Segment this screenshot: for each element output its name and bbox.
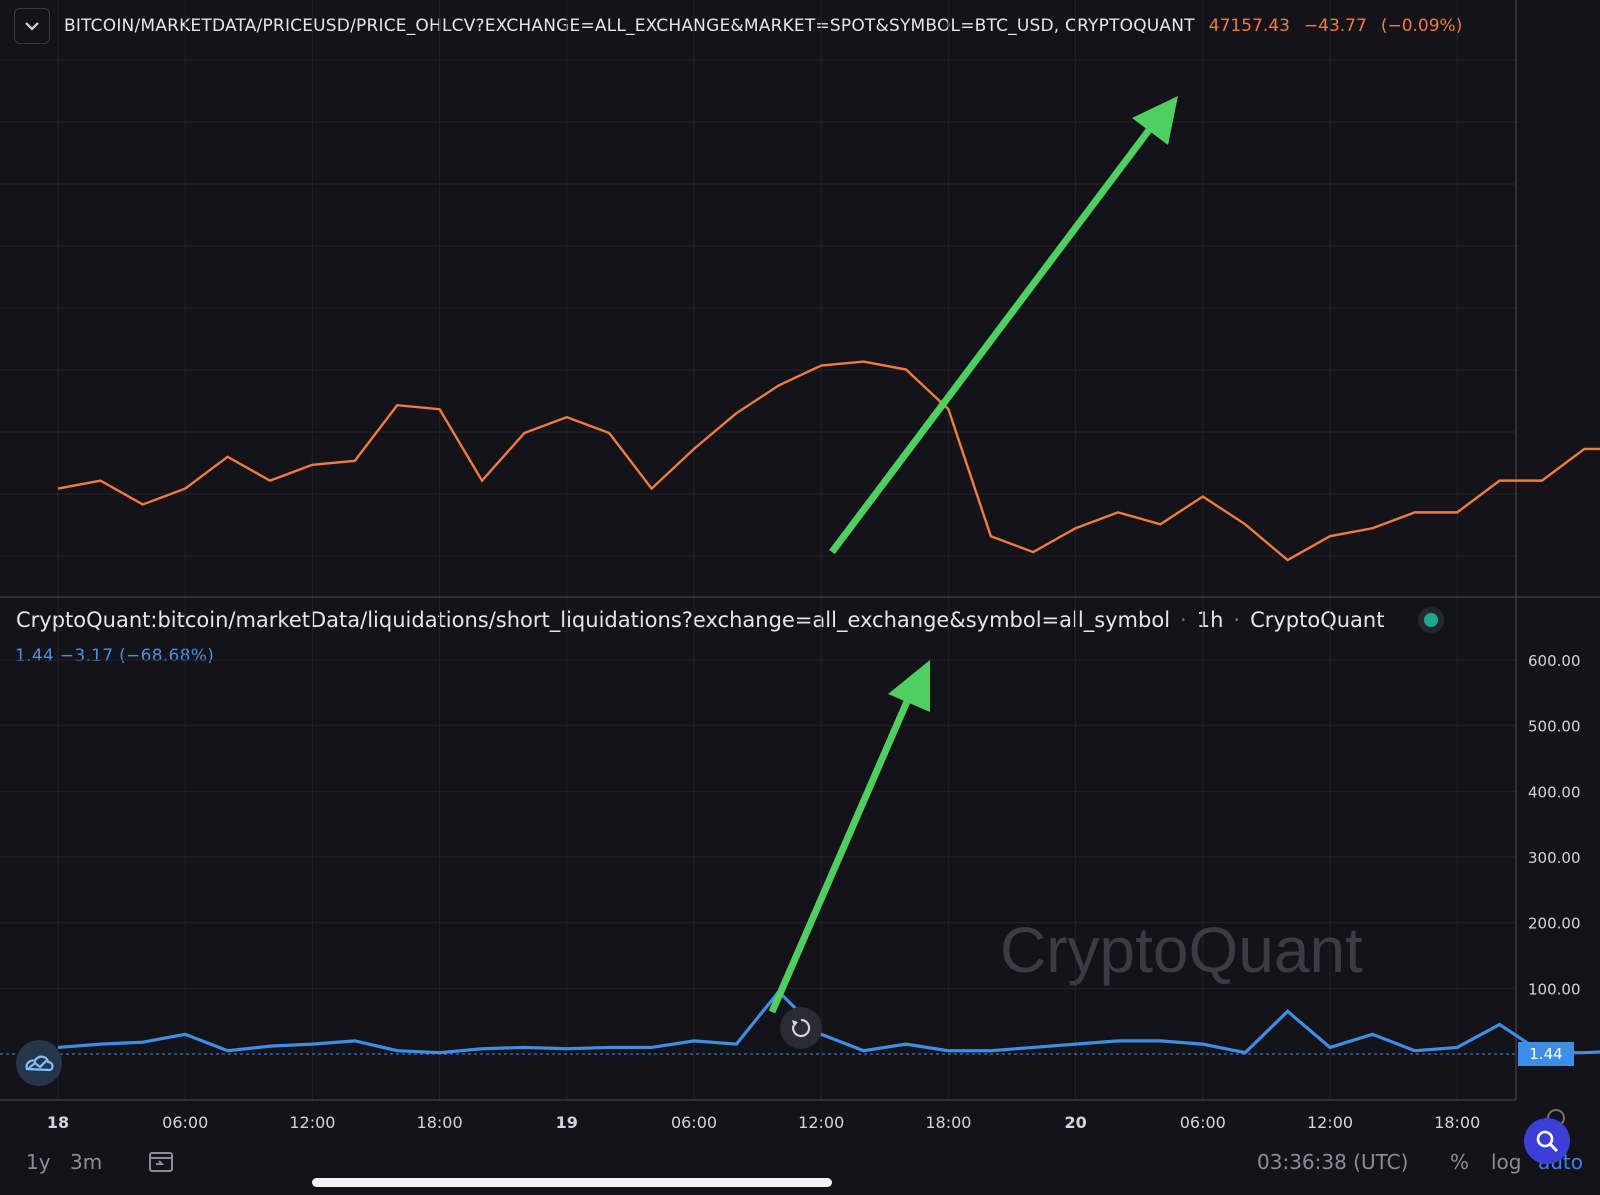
liq-series-title: CryptoQuant:bitcoin/marketData/liquidati… [16,608,1171,632]
y-tick-label: 600.00 [1528,652,1581,670]
price-change-pct: (−0.09%) [1380,16,1463,36]
liq-change-value: −3.17 [59,646,114,666]
utc-clock[interactable]: 03:36:38 (UTC) [1257,1150,1409,1174]
x-tick-label: 06:00 [671,1113,717,1132]
status-indicator [1424,613,1439,627]
liquidation-series-line [57,989,1600,1055]
x-tick-label: 18:00 [925,1113,971,1132]
y-tick-label: 100.00 [1528,980,1581,998]
home-indicator [312,1178,832,1187]
x-tick-label: 06:00 [1180,1113,1226,1132]
cryptoquant-logo-icon [25,1055,54,1072]
price-last-value: 47157.43 [1208,16,1290,36]
watermark: CryptoQuant [1000,914,1363,986]
x-tick-label: 20 [1064,1113,1086,1132]
calendar-arrow-icon [149,1152,173,1172]
x-tick-label: 12:00 [798,1113,844,1132]
percent-scale-toggle[interactable]: % [1450,1150,1470,1174]
reset-icon [792,1018,811,1038]
liquidation-line-layer [57,989,1600,1055]
x-tick-label: 19 [556,1113,578,1132]
liq-values-legend: 1.44 −3.17 (−68.68%) [15,646,214,666]
separator-dot: · [1233,608,1241,632]
x-tick-label: 06:00 [162,1113,208,1132]
range-1y-button[interactable]: 1y [26,1150,51,1174]
last-value-tag: 1.44 [1518,1042,1574,1066]
y-tick-label: 200.00 [1528,915,1581,933]
last-value-tag-text: 1.44 [1529,1045,1562,1063]
range-3m-button[interactable]: 3m [70,1150,103,1174]
log-scale-toggle[interactable]: log [1491,1150,1522,1174]
price-legend: BITCOIN/MARKETDATA/PRICEUSD/PRICE_OHLCV?… [14,8,1462,44]
x-axis-ticks: 18 06:00 12:00 18:00 19 06:00 12:00 18:00 20 06:0… [47,1113,1480,1132]
chevron-down-icon [25,22,39,31]
search-icon [1536,1130,1559,1153]
x-tick-label: 18 [47,1113,69,1132]
x-tick-label: 18:00 [417,1113,463,1132]
trend-arrow-liquidations [768,660,930,1014]
separator-dot: · [1180,608,1187,632]
x-tick-label: 18:00 [1434,1113,1480,1132]
y-axis-ticks: 100.00 200.00 300.00 400.00 500.00 600.00 [1528,652,1581,998]
price-series-title: BITCOIN/MARKETDATA/PRICEUSD/PRICE_OHLCV?… [64,16,1195,36]
reset-chart-button[interactable] [780,1007,822,1049]
y-tick-label: 500.00 [1528,718,1581,736]
price-series-line [57,360,1600,562]
search-button[interactable] [1524,1118,1570,1164]
liq-last-value: 1.44 [15,646,55,666]
liq-change-pct: (−68.68%) [119,646,215,666]
collapse-button[interactable] [14,8,50,44]
x-tick-label: 12:00 [289,1113,335,1132]
price-line-layer [57,360,1600,562]
y-tick-label: 400.00 [1528,783,1581,801]
y-tick-label: 300.00 [1528,849,1581,867]
x-tick-label: 12:00 [1307,1113,1353,1132]
liq-source: CryptoQuant [1250,608,1385,632]
goto-date-button[interactable] [147,1148,175,1179]
grid-lines [0,0,1516,1100]
trend-arrow-price [829,96,1178,555]
liq-interval: 1h [1196,608,1224,632]
liquidation-legend: CryptoQuant:bitcoin/marketData/liquidati… [16,608,1439,632]
price-change-value: −43.77 [1303,16,1367,36]
cryptoquant-logo-button[interactable] [16,1040,62,1086]
